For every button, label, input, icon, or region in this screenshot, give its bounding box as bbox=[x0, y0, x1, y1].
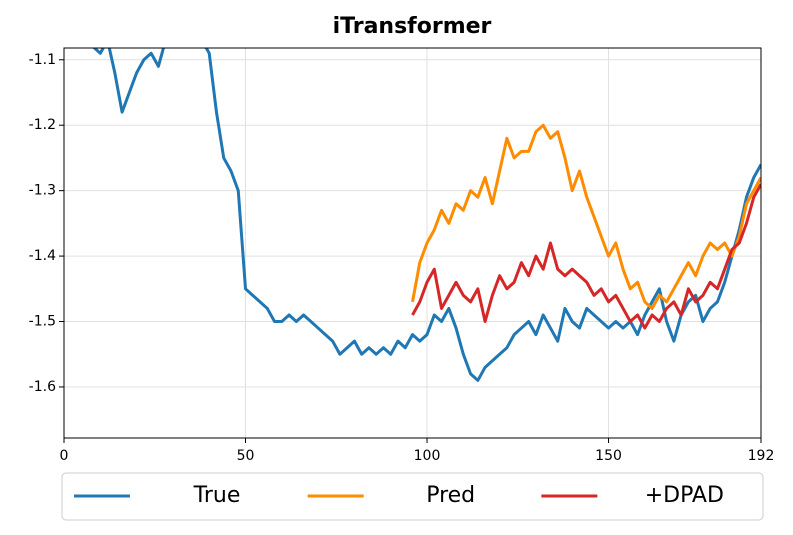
series-line bbox=[92, 48, 761, 382]
y-tick-label: -1.3 bbox=[29, 183, 56, 199]
y-tick-label: -1.2 bbox=[29, 117, 56, 133]
x-tick-label: 0 bbox=[60, 448, 69, 464]
x-tick-label: 50 bbox=[237, 448, 255, 464]
y-tick-label: -1.4 bbox=[29, 248, 56, 264]
legend-label: +DPAD bbox=[645, 483, 724, 508]
series-line bbox=[411, 183, 761, 330]
series-line bbox=[411, 123, 761, 310]
legend-label: Pred bbox=[426, 483, 475, 508]
chart-title: iTransformer bbox=[333, 14, 492, 39]
x-tick-label: 150 bbox=[595, 448, 622, 464]
y-tick-label: -1.1 bbox=[29, 52, 56, 68]
plot-frame bbox=[63, 47, 762, 439]
y-tick-label: -1.6 bbox=[29, 379, 56, 395]
legend-label: True bbox=[193, 483, 241, 508]
y-tick-label: -1.5 bbox=[29, 314, 56, 330]
x-tick-label: 100 bbox=[414, 448, 441, 464]
legend-box bbox=[61, 472, 764, 521]
x-tick-label: 192 bbox=[748, 448, 775, 464]
